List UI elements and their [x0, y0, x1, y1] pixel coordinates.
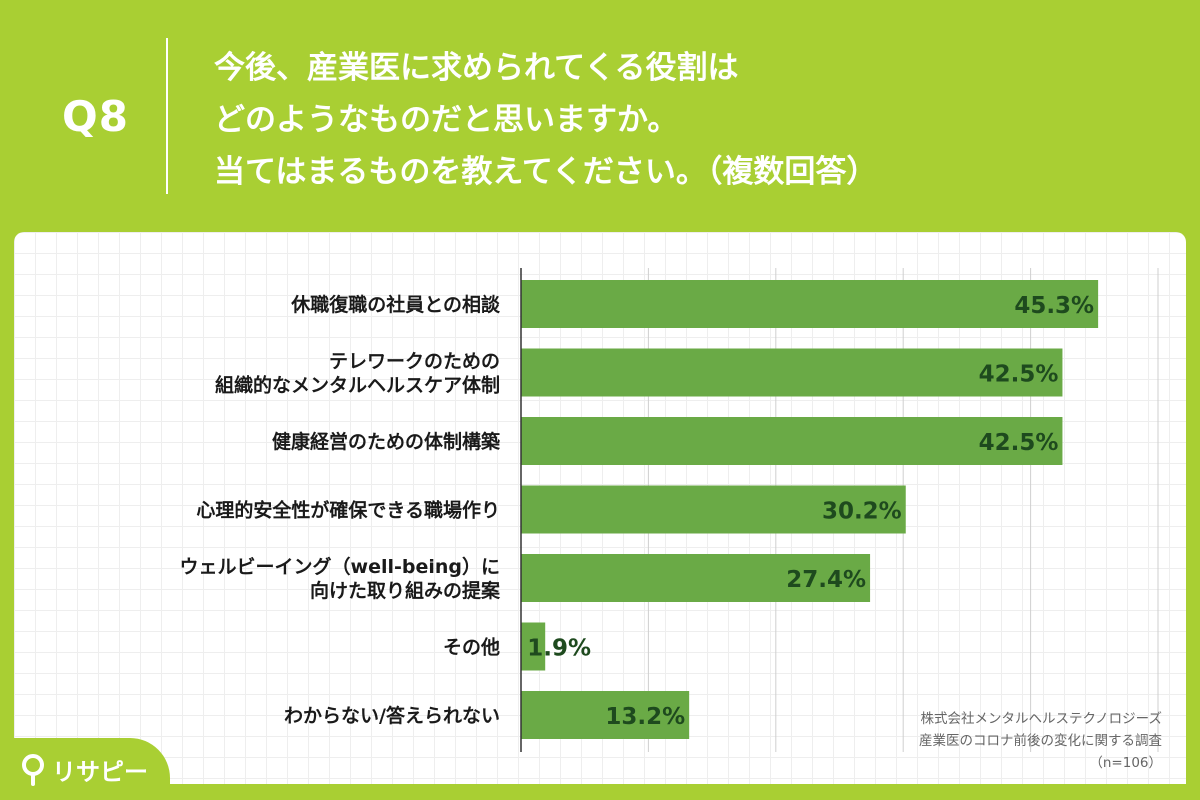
bar — [521, 417, 1063, 465]
bar — [521, 691, 690, 739]
question-number: Q8 — [62, 92, 129, 141]
question-text: 今後、産業医に求められてくる役割は どのようなものだと思いますか。 当てはまるも… — [214, 42, 877, 198]
source-survey: 産業医のコロナ前後の変化に関する調査 — [919, 733, 1162, 749]
question-line-3: 当てはまるものを教えてください。（複数回答） — [214, 154, 878, 190]
category-label: 健康経営のための体制構築 — [272, 430, 501, 453]
bar — [521, 348, 1063, 397]
category-label: 休職復職の社員との相談 — [290, 293, 501, 316]
pin-icon — [22, 754, 44, 786]
category-label: ウェルビーイング（well-being）に — [180, 555, 500, 578]
category-label: 心理的安全性が確保できる職場作り — [196, 499, 500, 522]
bar — [521, 622, 546, 671]
brand-badge: リサピー — [0, 738, 170, 800]
header-divider — [166, 38, 168, 194]
value-label: 1.9% — [527, 636, 591, 662]
bar — [521, 280, 1099, 328]
category-label: わからない/答えられない — [284, 704, 500, 727]
source-company: 株式会社メンタルヘルステクノロジーズ — [920, 711, 1162, 727]
category-label: その他 — [443, 636, 500, 659]
value-label: 42.5% — [979, 362, 1059, 388]
category-label: 向けた取り組みの提案 — [310, 579, 501, 602]
brand-name: リサピー — [52, 758, 148, 786]
source-sample: （n=106） — [1089, 755, 1162, 771]
question-line-2: どのようなものだと思いますか。 — [214, 102, 679, 138]
bar — [521, 485, 906, 534]
value-label: 45.3% — [1014, 293, 1094, 319]
category-label: テレワークのための — [329, 351, 500, 373]
bar — [521, 554, 871, 602]
value-label: 13.2% — [605, 704, 685, 730]
value-label: 30.2% — [822, 499, 902, 525]
question-line-1: 今後、産業医に求められてくる役割は — [214, 50, 739, 86]
category-label: 組織的なメンタルヘルスケア体制 — [215, 374, 500, 397]
value-label: 42.5% — [979, 430, 1059, 456]
value-label: 27.4% — [786, 567, 866, 593]
source-note: 株式会社メンタルヘルステクノロジーズ 産業医のコロナ前後の変化に関する調査 （n… — [919, 708, 1162, 774]
